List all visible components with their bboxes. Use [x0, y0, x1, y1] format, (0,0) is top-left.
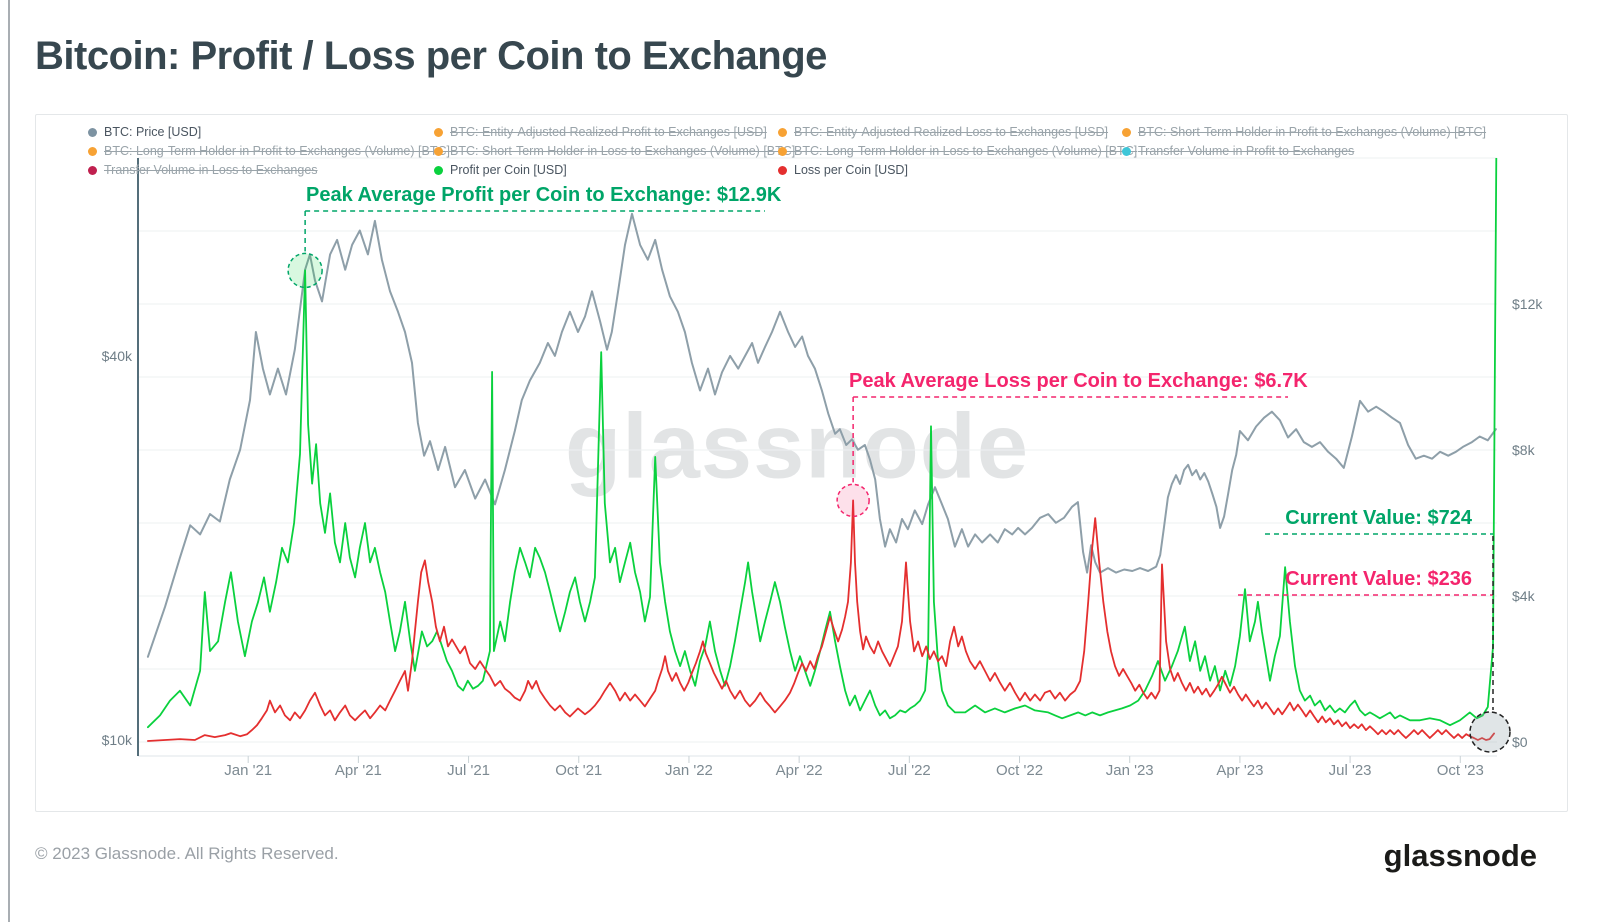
copyright-text: © 2023 Glassnode. All Rights Reserved.: [35, 844, 339, 863]
series-line-2: [146, 499, 1495, 742]
chart-card: [35, 114, 1568, 812]
series-line-1: [146, 158, 1498, 729]
legend-dot-icon: [1122, 146, 1131, 156]
x-tick-label: Oct '22: [995, 762, 1044, 779]
legend-item-1[interactable]: BTC: Entity-Adjusted Realized Profit to …: [434, 124, 778, 140]
right-axis-label: $8k: [1512, 442, 1535, 458]
legend-item-label: BTC: Short-Term Holder in Profit to Exch…: [1138, 125, 1487, 139]
x-tick-label: Jan '22: [664, 762, 713, 779]
chart-legend: BTC: Price [USD] BTC: Entity-Adjusted Rea…: [88, 124, 1558, 178]
right-axis-label: $4k: [1512, 588, 1535, 604]
legend-item-label: BTC: Long-Term Holder in Loss to Exchang…: [794, 144, 1138, 158]
x-tick-label: Oct '23: [1436, 762, 1484, 779]
peak-profit-guide: [304, 210, 765, 252]
legend-item-7[interactable]: Transfer Volume in Profit to Exchanges: [1122, 143, 1522, 159]
series-line-0: [146, 212, 1497, 658]
legend-item-6[interactable]: BTC: Long-Term Holder in Loss to Exchang…: [778, 143, 1137, 159]
x-tick-label: Jan '21: [224, 762, 273, 779]
legend-item-2[interactable]: BTC: Entity-Adjusted Realized Loss to Ex…: [778, 124, 1122, 140]
x-tick-label: Apr '22: [775, 762, 823, 779]
legend-item-3[interactable]: BTC: Short-Term Holder in Profit to Exch…: [1122, 124, 1522, 140]
legend-item-label: BTC: Long-Term Holder in Profit to Excha…: [104, 144, 450, 158]
legend-dot-icon: [778, 146, 787, 156]
legend-dot-icon: [434, 165, 443, 175]
left-axis-label: $10k: [101, 732, 132, 748]
legend-item-label: Profit per Coin [USD]: [450, 163, 567, 177]
left-axis-label: $40k: [101, 347, 132, 364]
x-tick-label: Jul '23: [1328, 762, 1372, 779]
x-tick-label: Jan '23: [1105, 762, 1154, 779]
annotation-current-loss: Current Value: $236: [1285, 568, 1472, 590]
legend-dot-icon: [88, 146, 97, 156]
page-title: Bitcoin: Profit / Loss per Coin to Excha…: [35, 34, 827, 78]
glassnode-logo: glassnode: [1383, 838, 1537, 873]
legend-item-label: BTC: Price [USD]: [104, 125, 202, 139]
legend-dot-icon: [88, 127, 97, 137]
legend-dot-icon: [434, 127, 443, 137]
legend-item-8[interactable]: Transfer Volume in Loss to Exchanges: [88, 162, 434, 178]
legend-dot-icon: [778, 165, 787, 175]
legend-item-label: BTC: Entity-Adjusted Realized Profit to …: [450, 125, 767, 139]
legend-item-label: Transfer Volume in Profit to Exchanges: [1138, 144, 1355, 158]
right-axis-label: $0: [1512, 734, 1528, 750]
legend-item-label: BTC: Entity-Adjusted Realized Loss to Ex…: [794, 125, 1109, 139]
legend-item-label: Transfer Volume in Loss to Exchanges: [104, 163, 318, 177]
legend-dot-icon: [434, 146, 443, 156]
legend-item-4[interactable]: BTC: Long-Term Holder in Profit to Excha…: [88, 143, 450, 159]
x-tick-label: Oct '21: [555, 762, 603, 779]
legend-item-10[interactable]: Loss per Coin [USD]: [778, 162, 1122, 178]
legend-item-label: BTC: Short-Term Holder in Loss to Exchan…: [450, 144, 796, 158]
x-tick-label: Jul '21: [447, 762, 491, 779]
legend-dot-icon: [778, 127, 787, 137]
right-axis-label: $12k: [1512, 296, 1543, 312]
annotation-peak-loss: Peak Average Loss per Coin to Exchange: …: [849, 370, 1308, 392]
x-tick-label: Jul '22: [887, 762, 931, 779]
legend-item-label: Loss per Coin [USD]: [794, 163, 908, 177]
x-tick-label: Apr '21: [334, 762, 382, 779]
x-tick-label: Apr '23: [1216, 762, 1264, 779]
legend-dot-icon: [88, 165, 97, 175]
annotation-peak-profit: Peak Average Profit per Coin to Exchange…: [306, 184, 782, 206]
legend-item-9[interactable]: Profit per Coin [USD]: [434, 162, 778, 178]
peak-loss-guide: [852, 396, 1288, 483]
legend-item-0[interactable]: BTC: Price [USD]: [88, 124, 434, 140]
left-edge-divider: [8, 0, 10, 922]
legend-item-5[interactable]: BTC: Short-Term Holder in Loss to Exchan…: [434, 143, 795, 159]
peak-profit-marker: [287, 252, 323, 289]
legend-dot-icon: [1122, 127, 1131, 137]
annotation-current-profit: Current Value: $724: [1285, 507, 1472, 529]
peak-loss-marker: [836, 483, 870, 518]
current-value-marker: [1469, 711, 1511, 753]
